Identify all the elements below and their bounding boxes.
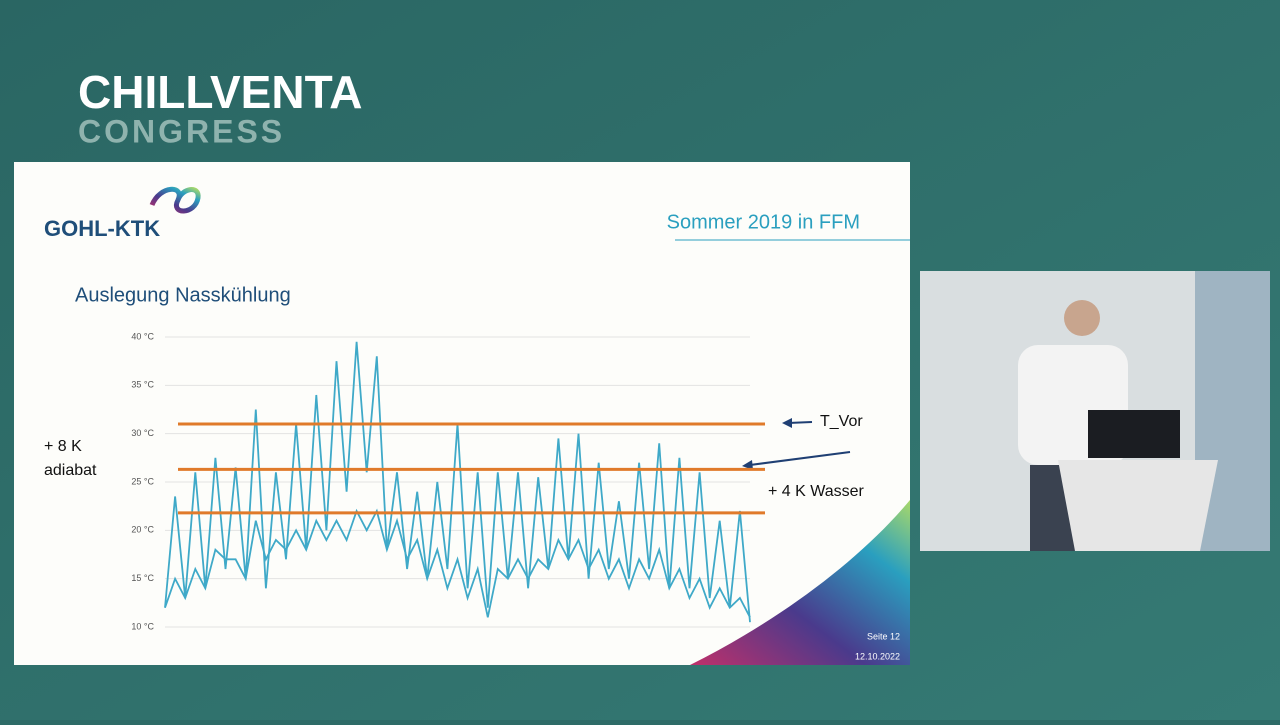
- slide-title: Sommer 2019 in FFM: [667, 211, 860, 233]
- y-tick-label: 40 °C: [131, 331, 154, 341]
- y-tick-label: 30 °C: [131, 428, 154, 438]
- y-tick-label: 35 °C: [131, 380, 154, 390]
- logo-icon: [149, 186, 201, 214]
- arrow: [749, 451, 851, 466]
- slide-swirl: [690, 500, 910, 665]
- page-number: Seite 12: [867, 631, 900, 641]
- laptop: [1088, 410, 1180, 458]
- header-subtitle: CONGRESS: [78, 113, 285, 149]
- y-tick-label: 25 °C: [131, 476, 154, 486]
- y-tick-label: 10 °C: [131, 621, 154, 631]
- speaker-video: [920, 271, 1270, 551]
- slide: GOHL-KTK Sommer 2019 in FFM Auslegung Na…: [14, 162, 910, 665]
- slide-bg: [14, 162, 910, 665]
- slide-heading: Auslegung Nasskühlung: [75, 284, 291, 306]
- annotation: + 4 K Wasser: [768, 483, 865, 500]
- annotation: + 8 K: [44, 438, 82, 455]
- annotation: adiabat: [44, 462, 97, 479]
- annotation: T_Vor: [820, 413, 863, 430]
- y-tick-label: 20 °C: [131, 525, 154, 535]
- arrow-head: [782, 418, 792, 428]
- date: 12.10.2022: [855, 651, 900, 661]
- y-tick-label: 15 °C: [131, 573, 154, 583]
- speaker-head: [1064, 300, 1100, 336]
- header-title: CHILLVENTA: [78, 66, 363, 118]
- arrow-head: [742, 460, 753, 470]
- data-line: [164, 508, 751, 618]
- lectern: [1058, 460, 1218, 551]
- logo: GOHL-KTK: [44, 216, 160, 241]
